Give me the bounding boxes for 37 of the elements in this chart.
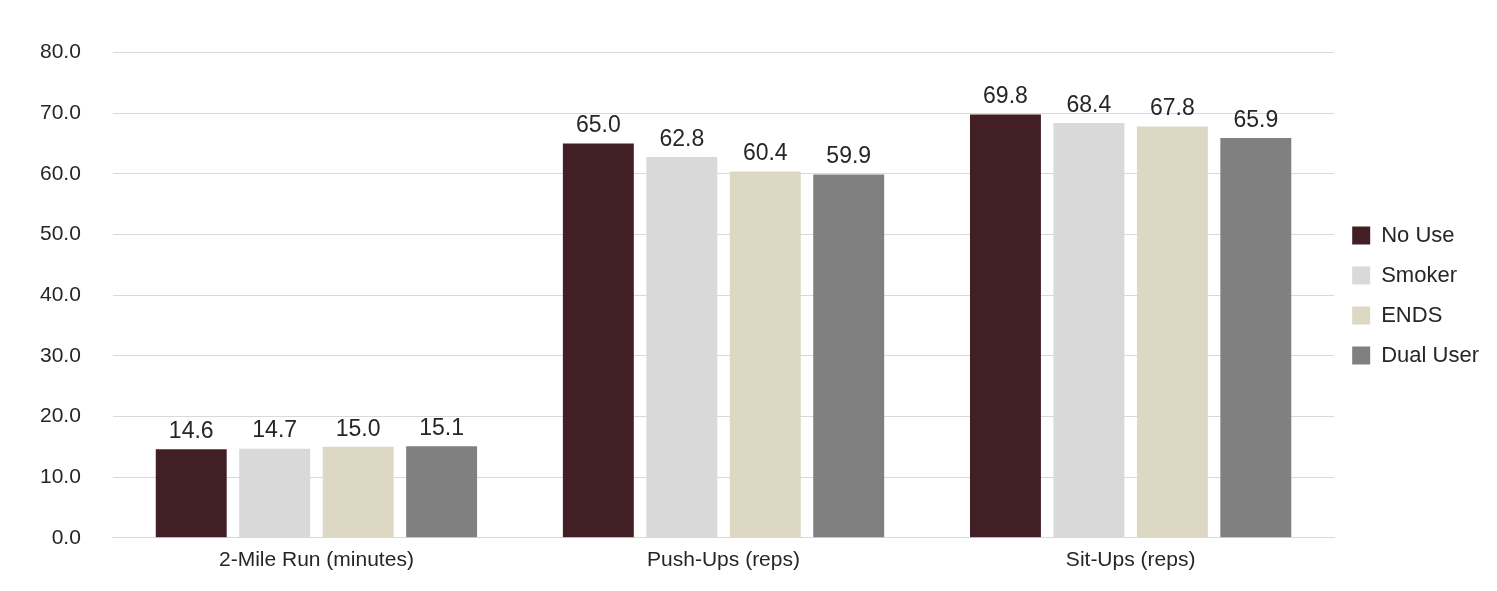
legend-label: ENDS xyxy=(1381,301,1443,327)
y-tick-label: 70.0 xyxy=(40,100,81,124)
y-tick-label: 30.0 xyxy=(40,342,81,366)
data-label: 15.1 xyxy=(419,414,464,441)
data-label: 59.9 xyxy=(826,142,872,169)
x-tick-label: Push-Ups (reps) xyxy=(647,547,800,571)
data-label: 68.4 xyxy=(1066,90,1112,117)
data-label: 67.8 xyxy=(1149,94,1195,121)
bar xyxy=(406,446,478,538)
bar xyxy=(969,114,1041,538)
bar xyxy=(155,449,227,538)
bar xyxy=(1136,126,1208,538)
y-tick-label: 50.0 xyxy=(40,221,81,245)
legend-label: Smoker xyxy=(1381,261,1457,287)
data-label: 65.9 xyxy=(1233,105,1279,132)
legend-label: No Use xyxy=(1381,221,1455,247)
y-tick-label: 60.0 xyxy=(40,160,81,184)
data-label: 14.7 xyxy=(252,416,298,443)
bar xyxy=(322,446,394,538)
data-label: 60.4 xyxy=(742,139,788,166)
y-tick-label: 80.0 xyxy=(40,39,81,63)
data-label: 14.6 xyxy=(168,417,214,444)
bar xyxy=(1220,138,1292,538)
x-tick-label: Sit-Ups (reps) xyxy=(1065,547,1196,571)
data-label: 62.8 xyxy=(659,124,705,151)
legend-label: Dual User xyxy=(1381,341,1479,367)
bar xyxy=(813,174,885,538)
y-tick-label: 40.0 xyxy=(40,282,81,305)
y-tick-label: 20.0 xyxy=(40,403,81,427)
bar xyxy=(729,171,801,538)
data-label: 65.0 xyxy=(575,111,621,138)
y-tick-label: 10.0 xyxy=(40,463,81,487)
data-label: 69.8 xyxy=(983,82,1028,109)
x-tick-label: 2-Mile Run (minutes) xyxy=(218,547,414,571)
bar xyxy=(562,143,634,538)
data-label: 15.0 xyxy=(335,414,381,441)
y-tick-label: 0.0 xyxy=(51,524,81,548)
